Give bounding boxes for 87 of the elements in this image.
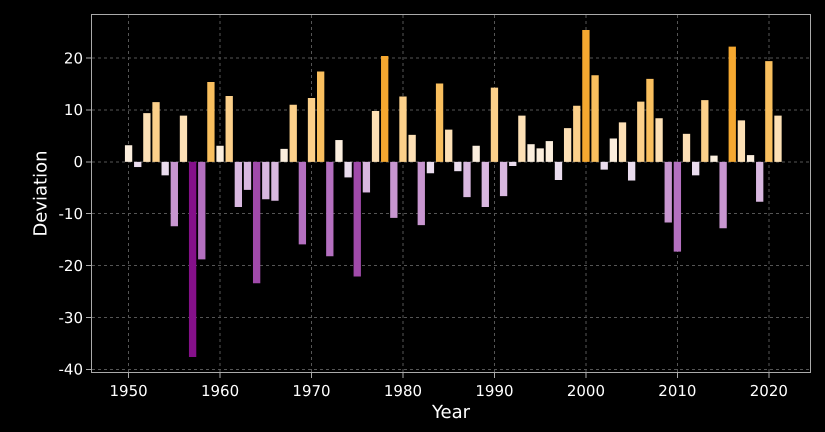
bar xyxy=(692,162,700,176)
bar xyxy=(600,162,608,170)
bar xyxy=(426,162,434,174)
bar xyxy=(490,88,498,162)
bar xyxy=(646,78,654,162)
bar xyxy=(637,102,644,162)
bar xyxy=(746,155,754,162)
y-tick-label: 20 xyxy=(64,49,83,68)
bar xyxy=(738,120,746,162)
bar xyxy=(701,100,708,162)
bar xyxy=(554,162,562,180)
x-tick-label: 1960 xyxy=(200,382,240,400)
bar xyxy=(198,162,206,260)
bar xyxy=(527,144,535,162)
bar xyxy=(381,56,388,162)
y-tick-label: -40 xyxy=(58,360,83,379)
bar xyxy=(399,96,407,162)
bar xyxy=(719,162,727,228)
bar xyxy=(180,116,188,162)
bar xyxy=(390,162,398,218)
bar xyxy=(152,102,160,162)
bar xyxy=(271,162,279,201)
bar xyxy=(774,116,782,162)
bar xyxy=(326,162,334,256)
bar xyxy=(728,46,736,162)
bar xyxy=(244,162,252,190)
y-tick-label: 0 xyxy=(73,153,83,172)
x-tick-label: 2020 xyxy=(750,382,788,400)
bar xyxy=(226,96,233,162)
bar xyxy=(372,111,380,162)
bar xyxy=(436,83,444,162)
bar xyxy=(170,162,178,226)
bar xyxy=(582,30,590,162)
bar xyxy=(134,162,142,168)
bar xyxy=(472,146,480,162)
x-tick-label: 2010 xyxy=(658,382,696,400)
bar xyxy=(518,116,526,162)
bar xyxy=(445,130,452,162)
bar xyxy=(756,162,764,202)
bar xyxy=(298,162,306,244)
bar xyxy=(408,134,416,162)
bar xyxy=(290,104,297,162)
bar xyxy=(344,162,352,178)
bar xyxy=(674,162,682,252)
bar xyxy=(143,113,151,162)
bar xyxy=(207,82,215,162)
bar xyxy=(564,128,572,162)
bar xyxy=(618,122,626,162)
bar xyxy=(500,162,508,196)
x-tick-label: 1990 xyxy=(475,382,514,400)
bar xyxy=(418,162,425,226)
bar xyxy=(362,162,370,192)
x-tick-label: 1970 xyxy=(292,382,331,400)
bar xyxy=(682,134,690,162)
bar xyxy=(335,140,343,162)
bar xyxy=(252,162,260,284)
y-tick-label: -20 xyxy=(58,256,83,275)
bar xyxy=(482,162,489,207)
bar xyxy=(454,162,462,172)
y-tick-label: 10 xyxy=(64,101,83,120)
bar xyxy=(317,72,324,162)
bar xyxy=(162,162,169,176)
x-tick-label: 1950 xyxy=(109,382,148,400)
bar xyxy=(262,162,270,200)
bar xyxy=(655,118,663,162)
bar xyxy=(628,162,636,181)
bar xyxy=(573,106,580,162)
y-tick-label: -10 xyxy=(58,204,83,223)
bar xyxy=(664,162,672,223)
bar xyxy=(591,75,599,162)
bar xyxy=(280,148,288,162)
y-tick-label: -30 xyxy=(58,308,83,327)
bar xyxy=(463,162,471,198)
bar xyxy=(765,61,772,162)
y-axis-title: Deviation xyxy=(30,150,52,237)
bar xyxy=(610,138,618,162)
bar xyxy=(354,162,361,277)
bar xyxy=(509,162,516,166)
bar xyxy=(124,145,132,162)
bar xyxy=(234,162,242,207)
bar xyxy=(710,156,718,162)
x-axis-title: Year xyxy=(430,402,471,424)
bar xyxy=(216,146,224,162)
x-tick-label: 1980 xyxy=(384,382,422,400)
x-tick-label: 2000 xyxy=(566,382,606,400)
bar xyxy=(188,162,196,357)
bar xyxy=(308,98,316,162)
